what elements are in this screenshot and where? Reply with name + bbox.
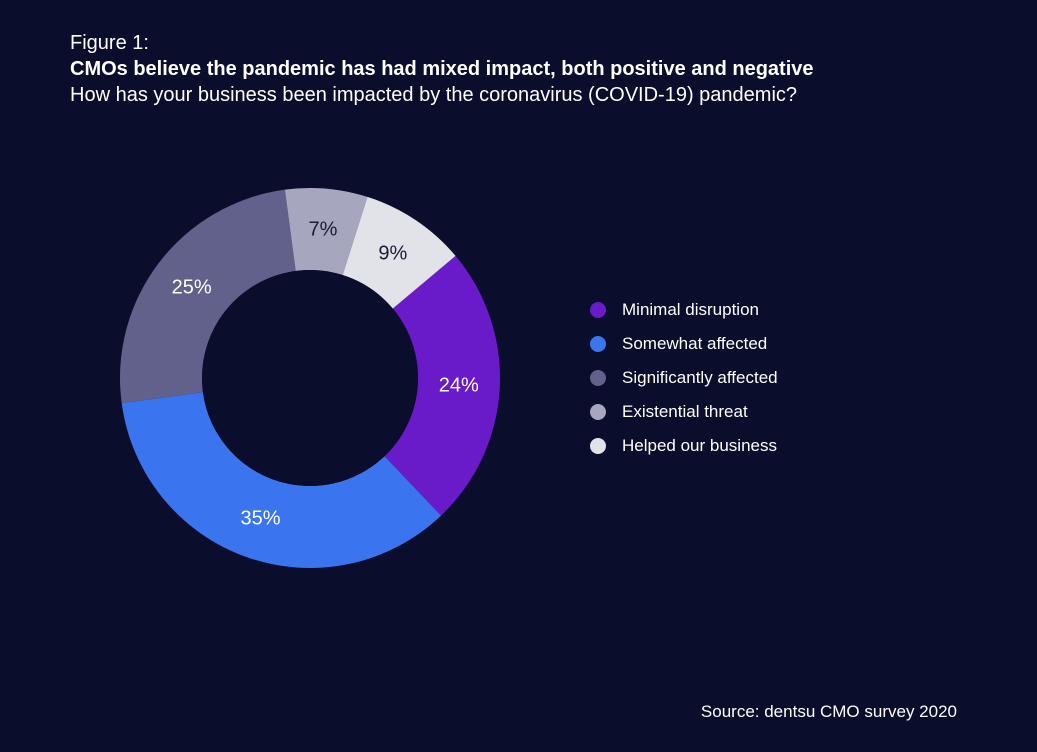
legend-item-helped: Helped our business [590,436,778,456]
donut-hole [202,270,418,486]
legend-item-existential: Existential threat [590,402,778,422]
donut-chart: 24% 35% 25% 7% 9% [110,178,510,578]
slice-label-somewhat: 35% [240,507,280,530]
legend: Minimal disruption Somewhat affected Signi… [590,286,778,470]
figure-label: Figure 1: [70,30,967,56]
legend-label-existential: Existential threat [622,402,748,422]
source-text: Source: dentsu CMO survey 2020 [701,702,957,722]
slice-label-significant: 25% [172,276,212,299]
legend-swatch-minimal [590,302,606,318]
legend-item-somewhat: Somewhat affected [590,334,778,354]
slice-label-existential: 7% [309,218,338,241]
legend-swatch-existential [590,404,606,420]
legend-item-minimal: Minimal disruption [590,300,778,320]
legend-swatch-somewhat [590,336,606,352]
figure-subtitle: How has your business been impacted by t… [70,82,967,108]
legend-swatch-helped [590,438,606,454]
figure-header: Figure 1: CMOs believe the pandemic has … [70,30,967,108]
legend-swatch-significant [590,370,606,386]
legend-item-significant: Significantly affected [590,368,778,388]
figure-title: CMOs believe the pandemic has had mixed … [70,56,967,82]
slice-label-helped: 9% [378,243,407,266]
slice-label-minimal: 24% [439,375,479,398]
legend-label-somewhat: Somewhat affected [622,334,767,354]
legend-label-significant: Significantly affected [622,368,778,388]
figure-page: Figure 1: CMOs believe the pandemic has … [0,0,1037,752]
legend-label-helped: Helped our business [622,436,777,456]
chart-row: 24% 35% 25% 7% 9% Minimal disruption Somewhat… [70,178,967,578]
legend-label-minimal: Minimal disruption [622,300,759,320]
